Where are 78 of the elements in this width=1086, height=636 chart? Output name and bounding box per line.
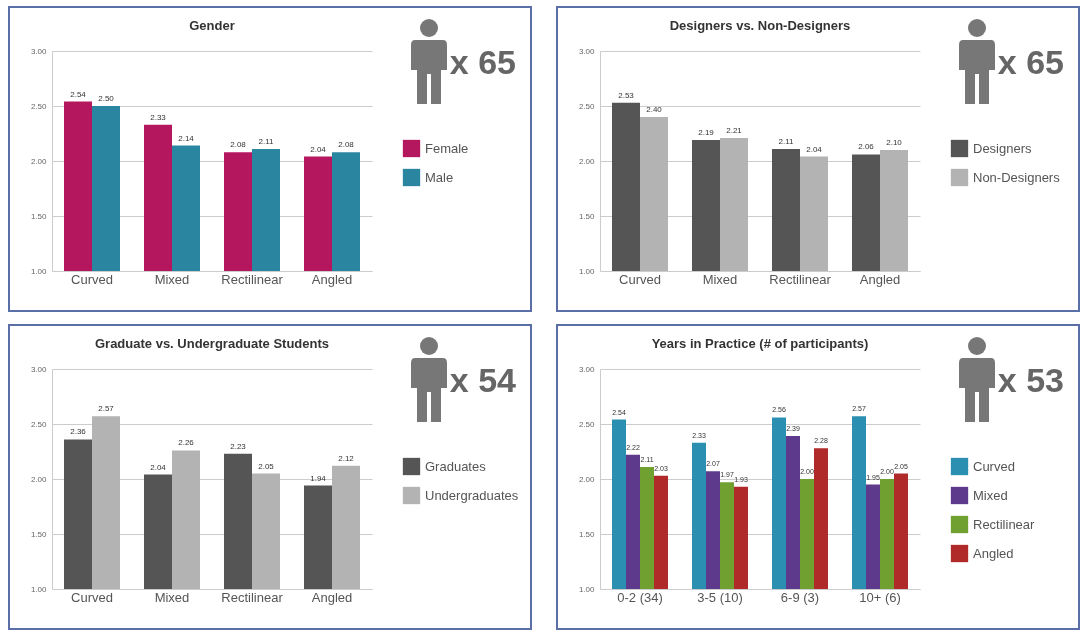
data-label: 2.05 [258,461,275,471]
x-tick-label: Curved [619,271,661,287]
x-tick-label: 0-2 (34) [617,589,663,605]
data-label: 2.23 [230,441,247,451]
x-tick-label: 6-9 (3) [780,589,820,605]
y-tick-label: 3.00 [30,364,48,374]
text: x 65 [449,42,516,82]
data-label: 2.57 [98,404,115,414]
legend-label: Male [425,169,454,185]
y-tick-label: 1.00 [30,266,48,276]
data-label: 2.11 [258,136,275,146]
legend-label: Designers [973,140,1033,156]
data-label: 2.21 [726,125,743,135]
legend-label: Graduates [425,458,487,474]
data-label: 2.04 [310,144,327,154]
y-tick-label: 2.50 [578,101,596,111]
x-tick-label: Rectilinear [769,271,832,287]
x-tick-label: Curved [71,271,113,287]
y-tick-label: 2.50 [30,419,48,429]
x-tick-label: Mixed [702,271,738,287]
y-tick-label: 2.50 [578,419,596,429]
data-label: 2.06 [858,142,875,152]
text: x 54 [449,360,516,400]
legend-label: Rectilinear [973,516,1036,532]
chart-title: Graduate vs. Undergraduate Students [94,336,330,351]
chart-title: Designers vs. Non-Designers [669,18,851,33]
legend-label: Curved [973,458,1015,474]
x-tick-label: 10+ (6) [859,589,901,605]
legend-label: Non-Designers [973,169,1061,185]
data-label: 2.33 [150,112,167,122]
y-tick-label: 1.50 [30,529,48,539]
y-tick-label: 1.00 [578,584,596,594]
data-label: 2.36 [70,427,87,437]
data-label: 2.04 [150,462,167,472]
data-label: 2.40 [646,105,663,114]
y-tick-label: 2.00 [30,156,48,166]
data-label: 2.12 [338,453,355,463]
data-label: 2.10 [886,138,903,147]
y-tick-label: 2.00 [30,474,48,484]
legend-label: Angled [973,545,1014,561]
data-label: 1.94 [310,473,327,483]
x-tick-label: Angled [859,271,901,287]
data-label: 2.14 [178,133,195,143]
legend-label: Mixed [973,487,1008,503]
y-tick-label: 2.50 [30,101,48,111]
x-tick-label: 3-5 (10) [697,589,743,605]
y-tick-label: 1.50 [578,529,596,539]
legend-label: Undergraduates [425,487,519,503]
y-tick-label: 3.00 [30,46,48,56]
data-label: 2.19 [698,128,715,138]
data-label: 2.08 [338,140,355,150]
y-tick-label: 3.00 [578,364,596,374]
y-tick-label: 3.00 [578,46,596,56]
x-tick-label: Rectilinear [221,589,284,605]
chart-title: Years in Practice (# of participants) [651,336,869,351]
x-tick-label: Angled [311,271,353,287]
data-label: 2.08 [230,140,247,150]
y-tick-label: 2.00 [578,474,596,484]
x-tick-label: Mixed [154,271,190,287]
data-label: 2.50 [98,94,115,103]
legend-label: Female [425,140,469,156]
y-tick-label: 1.50 [30,211,48,221]
y-tick-label: 1.00 [578,266,596,276]
data-label: 2.53 [618,90,635,100]
x-tick-label: Rectilinear [221,271,284,287]
data-label: 2.26 [178,438,195,448]
text: x 65 [997,42,1064,82]
x-tick-label: Mixed [154,589,190,605]
x-tick-label: Angled [311,589,353,605]
data-label: 2.11 [778,136,795,146]
chart-title: Gender [189,18,235,33]
y-tick-label: 1.50 [578,211,596,221]
y-tick-label: 1.00 [30,584,48,594]
x-tick-label: Curved [71,589,113,605]
data-label: 2.54 [70,89,87,99]
text: x 53 [997,360,1064,400]
data-label: 2.04 [806,144,823,154]
y-tick-label: 2.00 [578,156,596,166]
